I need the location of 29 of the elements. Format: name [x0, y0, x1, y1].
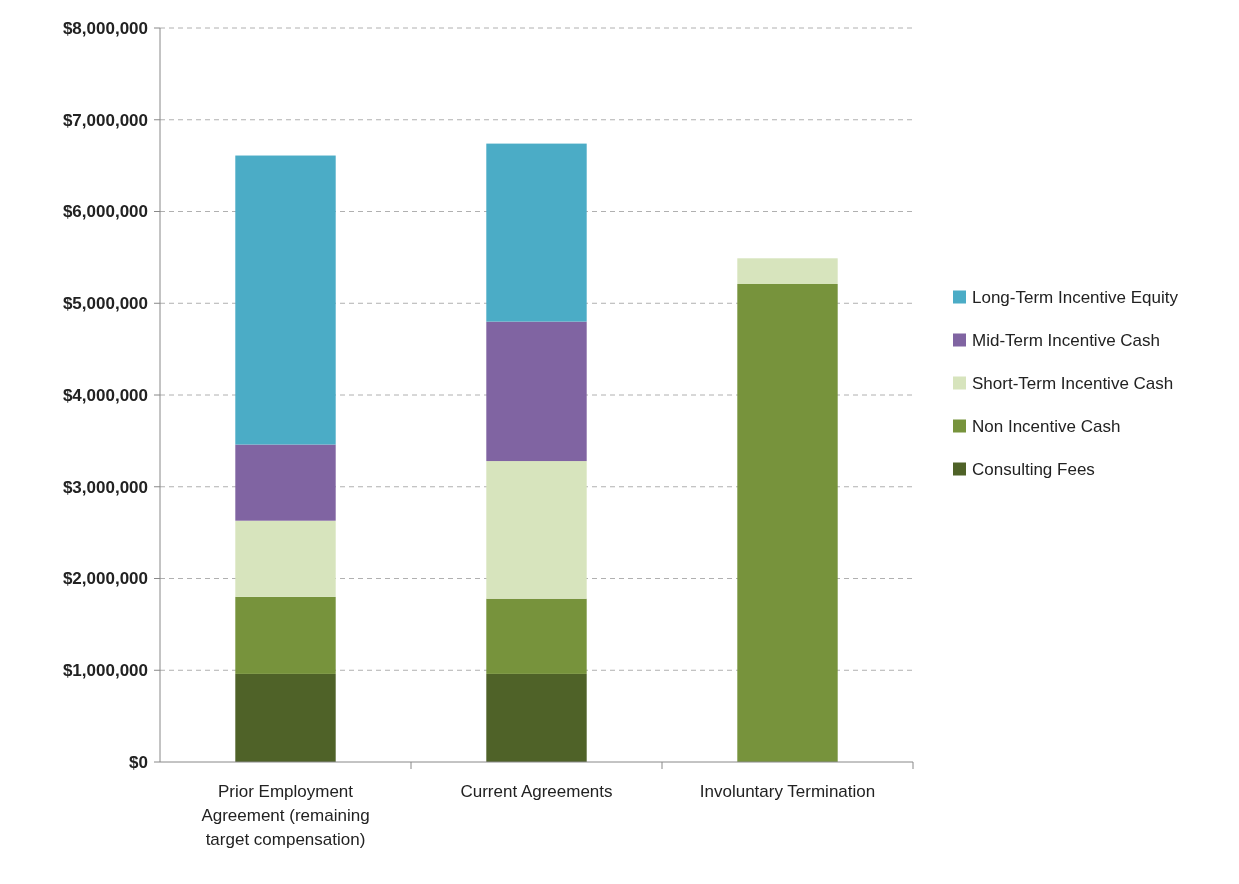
- bar: [235, 673, 336, 762]
- y-tick-label: $6,000,000: [62, 202, 148, 222]
- bar: [235, 444, 336, 521]
- bar: [737, 283, 838, 762]
- bar: [486, 461, 587, 599]
- y-tick-label: $0: [129, 752, 148, 772]
- bar: [486, 321, 587, 462]
- legend-label: Consulting Fees: [972, 460, 1095, 480]
- bar: [486, 673, 587, 762]
- x-tick-label: Prior Employment Agreement (remaining target compensation): [201, 782, 370, 849]
- bar: [235, 596, 336, 674]
- bar: [235, 155, 336, 445]
- y-tick-label: $3,000,000: [62, 477, 148, 497]
- x-tick-label: Current Agreements: [460, 782, 613, 801]
- y-tick-label: $1,000,000: [62, 661, 148, 681]
- legend-label: Short-Term Incentive Cash: [972, 374, 1174, 394]
- y-tick-label: $8,000,000: [62, 18, 148, 38]
- legend-label: Non Incentive Cash: [972, 417, 1121, 437]
- x-tick-label: Involuntary Termination: [699, 782, 876, 801]
- bar: [737, 258, 838, 284]
- bar: [235, 520, 336, 597]
- y-tick-label: $7,000,000: [62, 110, 148, 130]
- y-tick-label: $5,000,000: [62, 294, 148, 314]
- bar: [486, 598, 587, 674]
- y-tick-label: $4,000,000: [62, 385, 148, 405]
- legend-label: Long-Term Incentive Equity: [972, 288, 1179, 308]
- legend-label: Mid-Term Incentive Cash: [972, 331, 1161, 351]
- bar: [486, 143, 587, 322]
- y-tick-label: $2,000,000: [62, 569, 148, 589]
